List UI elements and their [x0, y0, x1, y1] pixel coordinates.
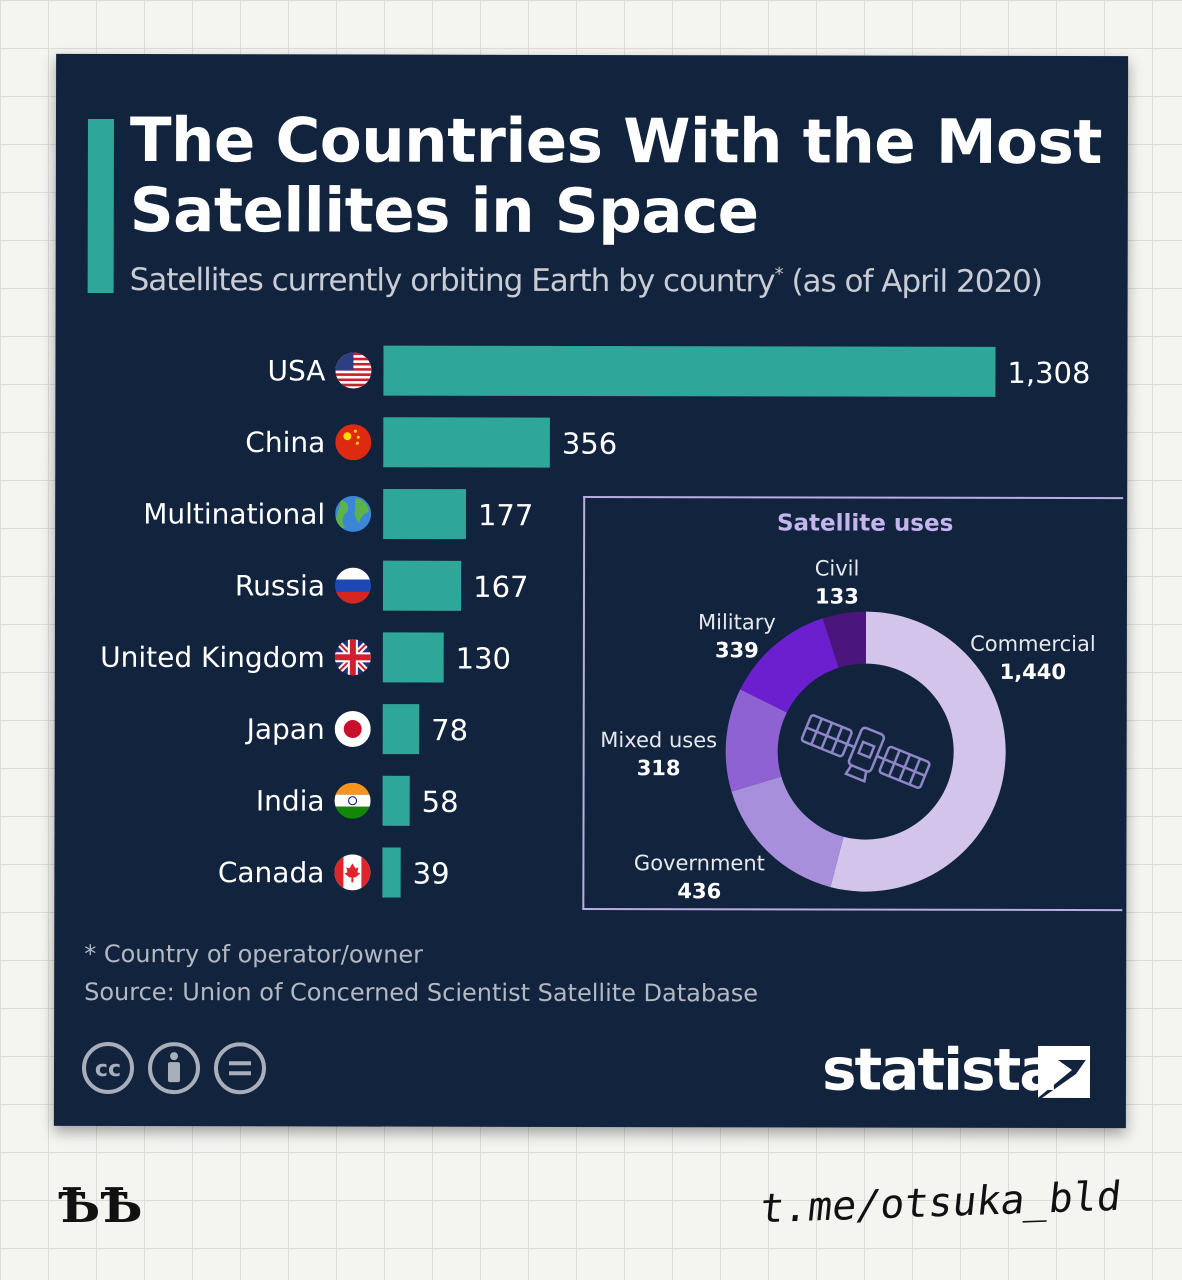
uk-flag-icon: [334, 639, 371, 676]
watermark-logo: ѢѢ: [58, 1178, 143, 1234]
footnote: * Country of operator/owner: [84, 939, 424, 969]
statista-logo-text: statista: [821, 1035, 1057, 1104]
donut-value: 133: [815, 584, 859, 608]
bar-value-label: 177: [478, 498, 533, 532]
donut-slice-civil: [822, 611, 866, 668]
donut-slice-military: [740, 618, 839, 713]
india-flag-icon: [334, 782, 371, 819]
canada-flag-icon: [334, 854, 371, 891]
category-label: USA: [267, 354, 325, 387]
usa-flag-icon: [335, 352, 372, 389]
bar-value-label: 167: [473, 570, 528, 604]
category-label: United Kingdom: [100, 641, 325, 674]
donut-title: Satellite uses: [776, 510, 954, 537]
bar-multinational: [383, 488, 467, 540]
donut-label: Mixed uses: [600, 728, 717, 752]
donut-chart: Commercial 1,440 Government 436 Mixed uses 31…: [600, 556, 1096, 903]
chart-canvas: USA 1,308 China 356 Multinational 177 Russia 16…: [100, 345, 1096, 903]
globe-icon: [335, 495, 372, 532]
bar-value-label: 78: [431, 713, 468, 747]
source-note: Source: Union of Concerned Scientist Sat…: [84, 977, 759, 1008]
bar-china: [383, 417, 550, 468]
no-derivatives-icon: [213, 1042, 266, 1095]
donut-value: 318: [637, 756, 681, 780]
donut-value: 1,440: [1000, 660, 1066, 684]
donut-slice-mixed-uses: [725, 689, 787, 792]
satellite-uses-panel: Satellite uses: [582, 495, 1124, 912]
china-flag-icon: [335, 424, 372, 461]
license-icons: cc: [81, 1041, 266, 1095]
svg-text:cc: cc: [95, 1057, 121, 1082]
japan-flag-icon: [334, 710, 371, 748]
bar-value-label: 39: [413, 857, 450, 891]
bar-canada: [382, 847, 401, 898]
bar-value-label: 58: [422, 785, 459, 819]
category-label: Canada: [218, 856, 325, 889]
donut-slice-commercial: [830, 611, 1006, 892]
bar-chart: USA 1,308 China 356 Multinational 177 Russia 16…: [100, 345, 1091, 898]
bar-united-kingdom: [382, 632, 444, 683]
bar-india: [382, 775, 410, 826]
bar-value-label: 1,308: [1007, 356, 1090, 390]
donut-label: Military: [698, 610, 776, 634]
satellite-icon: [800, 714, 931, 789]
svg-text:ѢѢ: ѢѢ: [58, 1178, 143, 1234]
donut-label: Commercial: [970, 632, 1096, 656]
cc-icon: cc: [81, 1041, 134, 1094]
category-label: Japan: [245, 713, 325, 746]
bar-japan: [382, 704, 420, 755]
bar-value-label: 130: [456, 642, 511, 676]
category-label: Multinational: [143, 497, 325, 530]
category-label: Russia: [235, 569, 325, 602]
category-label: China: [245, 426, 325, 459]
bar-usa: [383, 345, 996, 397]
donut-value: 339: [715, 638, 759, 662]
bar-value-label: 356: [562, 427, 617, 461]
bar-russia: [382, 560, 462, 611]
statista-logo-icon: [1037, 1045, 1091, 1099]
donut-label: Civil: [815, 556, 860, 580]
donut-value: 436: [677, 879, 721, 903]
russia-flag-icon: [334, 567, 372, 604]
category-label: India: [256, 784, 325, 817]
attribution-icon: [147, 1042, 200, 1095]
watermark-channel: t.me/otsuka_bld: [757, 1173, 1124, 1233]
donut-label: Government: [634, 851, 765, 875]
infographic-card: The Countries With the Most Satellites i…: [53, 53, 1129, 1129]
donut-slice-government: [731, 776, 844, 888]
